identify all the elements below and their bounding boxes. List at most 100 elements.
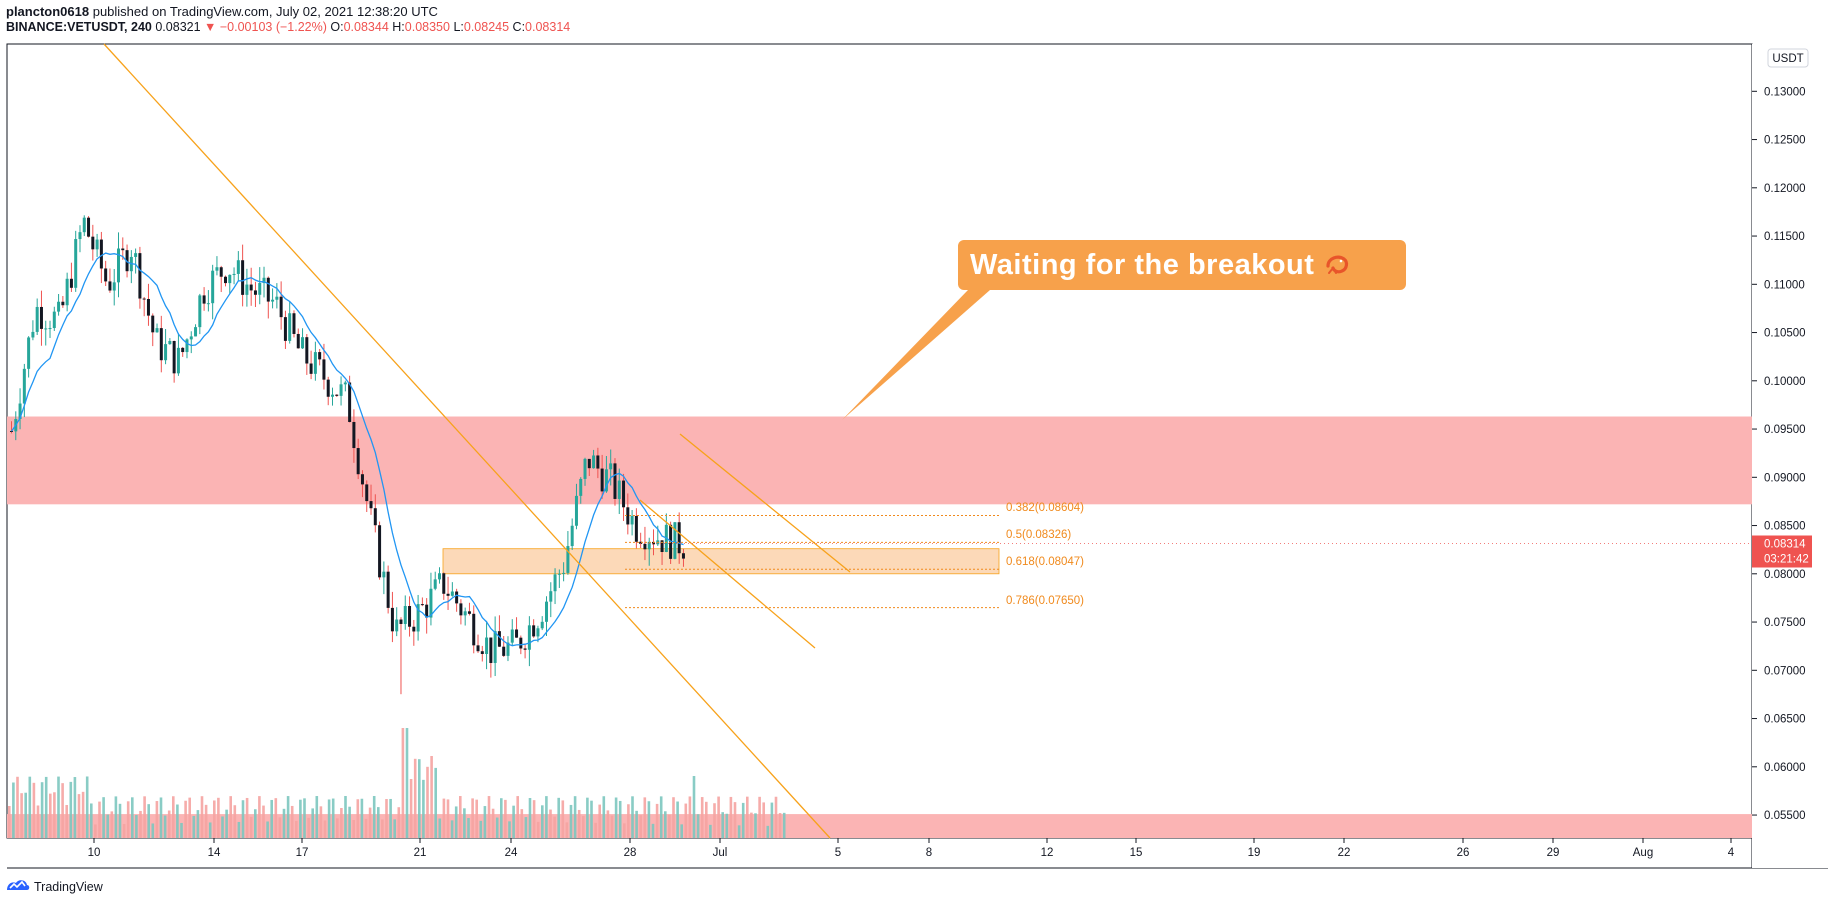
volume-bar bbox=[98, 801, 101, 838]
high-label: H: bbox=[392, 20, 405, 34]
volume-bar bbox=[471, 798, 474, 838]
candle-body bbox=[399, 619, 403, 624]
volume-bar bbox=[159, 797, 163, 838]
open-label: O: bbox=[330, 20, 344, 34]
y-tick-label: 0.10000 bbox=[1764, 376, 1806, 388]
volume-bar bbox=[106, 814, 109, 838]
volume-bar bbox=[323, 820, 327, 838]
volume-bar bbox=[290, 805, 294, 838]
candle-body bbox=[275, 296, 279, 300]
price-axis bbox=[1752, 44, 1828, 868]
publish-line: plancton0618 published on TradingView.co… bbox=[6, 4, 438, 19]
volume-bar bbox=[446, 799, 450, 838]
volume-bar bbox=[217, 797, 220, 838]
x-tick-label: 12 bbox=[1041, 847, 1054, 859]
volume-bar bbox=[590, 800, 593, 838]
candle-body bbox=[52, 311, 56, 329]
volume-bar bbox=[688, 796, 692, 838]
volume-bar bbox=[69, 781, 73, 838]
candle-body bbox=[189, 336, 193, 340]
candle-body bbox=[425, 604, 429, 618]
volume-bar bbox=[774, 796, 778, 838]
candle-body bbox=[527, 625, 531, 650]
candle-body bbox=[305, 337, 309, 364]
volume-bar bbox=[553, 816, 556, 838]
candle-body bbox=[596, 455, 600, 469]
candle-body bbox=[438, 573, 441, 580]
candle-body bbox=[365, 484, 369, 502]
volume-bar bbox=[721, 812, 724, 838]
volume-bar bbox=[303, 798, 306, 838]
candle-body bbox=[202, 295, 206, 304]
candle-body bbox=[540, 621, 544, 629]
candle-body bbox=[420, 604, 424, 606]
candle-body bbox=[164, 344, 168, 361]
candle-body bbox=[249, 284, 253, 291]
volume-bar bbox=[94, 824, 97, 838]
candle-body bbox=[373, 508, 377, 526]
candle-body bbox=[467, 611, 471, 614]
candle-body bbox=[194, 327, 198, 337]
volume-bar bbox=[483, 806, 487, 838]
volume-bar bbox=[623, 823, 626, 838]
volume-bar bbox=[385, 799, 388, 838]
candle-body bbox=[155, 328, 159, 333]
candle-body bbox=[65, 278, 69, 306]
candle-body bbox=[87, 217, 91, 237]
volume-bar bbox=[295, 820, 298, 838]
candle-body bbox=[630, 515, 634, 525]
note-text: Waiting for the breakout bbox=[970, 248, 1315, 281]
volume-bar bbox=[746, 796, 749, 838]
candle-body bbox=[296, 333, 300, 349]
volume-bar bbox=[299, 799, 302, 838]
volume-bar bbox=[594, 822, 597, 838]
candle-body bbox=[536, 628, 540, 637]
volume-bar bbox=[147, 804, 150, 838]
y-tick-label: 0.08000 bbox=[1764, 569, 1806, 581]
candle-body bbox=[185, 339, 189, 353]
volume-bar bbox=[237, 821, 241, 838]
volume-bar bbox=[225, 809, 228, 838]
candles-group bbox=[10, 215, 685, 695]
candle-body bbox=[395, 619, 399, 632]
volume-bar bbox=[627, 804, 630, 838]
volume-bar bbox=[598, 804, 601, 838]
author-name[interactable]: plancton0618 bbox=[6, 4, 90, 19]
volume-bar bbox=[372, 796, 376, 838]
volume-bar bbox=[340, 808, 343, 838]
volume-bar bbox=[389, 798, 392, 838]
tradingview-footer[interactable]: TradingView bbox=[6, 878, 103, 895]
volume-bar bbox=[40, 782, 44, 838]
breakout-note[interactable]: Waiting for the breakout bbox=[958, 240, 1406, 290]
y-tick-label: 0.07500 bbox=[1764, 617, 1806, 629]
candle-body bbox=[283, 317, 287, 341]
volume-bar bbox=[327, 799, 331, 838]
volume-bar bbox=[782, 812, 786, 838]
x-tick-label: 22 bbox=[1338, 847, 1351, 859]
y-tick-label: 0.10500 bbox=[1764, 328, 1806, 340]
volume-bar bbox=[561, 800, 565, 838]
symbol-label: BINANCE:VETUSDT, 240 bbox=[6, 20, 152, 34]
volume-bar bbox=[479, 820, 483, 838]
candle-body bbox=[403, 606, 407, 624]
candle-body bbox=[82, 217, 86, 233]
candle-body bbox=[31, 331, 35, 338]
candle-body bbox=[626, 507, 630, 525]
volume-bar bbox=[344, 796, 347, 838]
volume-bar bbox=[536, 821, 540, 838]
volume-bar bbox=[77, 794, 81, 838]
candle-body bbox=[258, 283, 262, 295]
volume-bar bbox=[114, 796, 118, 838]
candle-body bbox=[519, 637, 523, 649]
candle-body bbox=[322, 359, 326, 380]
candle-body bbox=[168, 340, 172, 345]
y-tick-label: 0.06500 bbox=[1764, 714, 1806, 726]
candle-body bbox=[219, 267, 223, 277]
candle-body bbox=[91, 236, 95, 250]
candle-body bbox=[480, 651, 484, 654]
volume-bar bbox=[500, 798, 503, 838]
volume-bar bbox=[254, 809, 257, 838]
volume-bar bbox=[467, 818, 470, 838]
candle-body bbox=[78, 232, 82, 240]
